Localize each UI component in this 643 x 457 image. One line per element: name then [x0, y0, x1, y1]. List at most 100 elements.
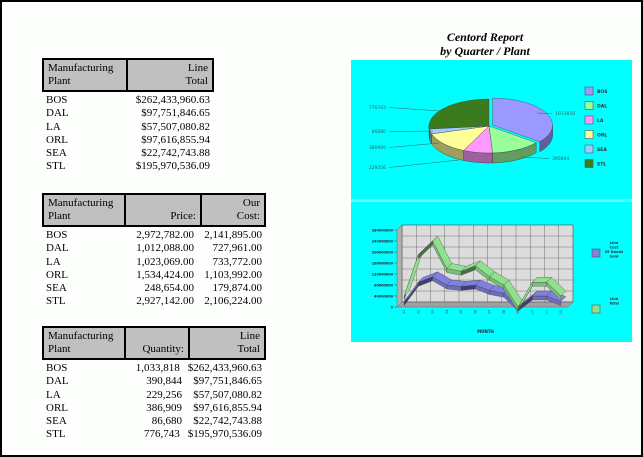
legend-swatch-stl	[584, 159, 594, 168]
price-cost-table: Manufacturing Plant Price: Our Cost: BOS…	[42, 193, 266, 309]
header-line-total: Line Total	[188, 328, 264, 358]
y-tick-label: 240000000	[372, 240, 394, 244]
table-row: SEA 86,680 $22,742,743.88	[42, 415, 266, 428]
value-cell: 2,141,895.00	[204, 229, 262, 241]
legend-swatch-dal	[584, 101, 594, 110]
pie-value-label: 386909	[369, 145, 386, 151]
legend-label: LA	[597, 118, 604, 124]
quantity-table: Manufacturing Plant Quantity: Line Total…	[42, 326, 266, 442]
table-header: Manufacturing Plant Price: Our Cost:	[42, 193, 266, 227]
legend-label: STL	[597, 162, 606, 168]
report-title: Centord Report by Quarter / Plant	[440, 30, 530, 58]
x-tick-label: 11	[545, 310, 549, 314]
header-line-total: Line Total	[126, 60, 212, 90]
value-cell: $97,616,855.94	[141, 133, 210, 146]
legend-swatch	[591, 304, 601, 314]
plant-cell: DAL	[46, 107, 69, 120]
x-tick-label: 02	[416, 310, 420, 314]
value-cell: 727,961.00	[212, 242, 263, 255]
value-cell: 733,772.00	[212, 255, 263, 268]
header-price: Price:	[124, 195, 200, 225]
table-row: DAL 390,844 $97,751,846.65	[42, 375, 266, 388]
header-plant: Manufacturing Plant	[48, 62, 114, 87]
x-tick-label: 01	[402, 310, 406, 314]
value-cell: $195,970,536.09	[135, 160, 210, 173]
value-cell: 2,927,142.00	[136, 295, 194, 308]
value-cell: 1,033,818	[135, 362, 180, 374]
quantity-pie-chart: 1033818 390844 229256 386909 86680 776743 BOS D…	[369, 86, 608, 171]
plant-cell: STL	[46, 160, 66, 173]
value-cell: $97,751,846.65	[141, 107, 210, 120]
x-tick-label: 09	[516, 310, 520, 314]
table-row: SEA 248,654.00 179,874.00	[42, 282, 266, 295]
legend-swatch-sea	[584, 144, 594, 154]
x-tick-label: 04	[445, 310, 449, 314]
table-row: BOS $262,433,960.63	[42, 94, 214, 107]
legend-swatch-bos	[584, 86, 594, 96]
value-cell: 1,012,088.00	[136, 242, 194, 255]
y-tick-label: 120000000	[372, 273, 394, 277]
table-row: ORL $97,616,855.94	[42, 134, 214, 147]
value-cell: 2,972,782.00	[136, 229, 194, 241]
x-tick-label: 07	[488, 310, 492, 314]
plant-cell: DAL	[46, 375, 69, 388]
plant-cell: SEA	[46, 147, 67, 160]
table-row: SEA $22,742,743.88	[42, 147, 214, 160]
legend-label: BOS	[597, 89, 608, 95]
header-plant: Manufacturing Plant	[48, 330, 114, 355]
x-axis-label: MONTH	[477, 329, 494, 334]
value-cell: 1,534,424.00	[136, 268, 194, 281]
x-tick-label: 06	[473, 310, 477, 314]
value-cell: 386,909	[146, 401, 182, 414]
legend-swatch-la	[584, 115, 594, 125]
value-cell: $57,507,080.82	[193, 388, 262, 401]
value-cell: $97,616,855.94	[193, 401, 262, 414]
pie-value-label: 776743	[369, 105, 386, 111]
pie-value-label: 390844	[552, 156, 569, 162]
value-cell: 229,256	[146, 388, 182, 401]
value-cell: $195,970,536.09	[187, 428, 262, 441]
y-tick-label: 80000000	[374, 284, 394, 288]
value-cell: $22,742,743.88	[141, 147, 210, 160]
chart-panel: 1033818 390844 229256 386909 86680 776743 BOS D…	[351, 60, 632, 342]
plant-cell: LA	[46, 120, 61, 133]
line-total-table: Manufacturing Plant Line Total BOS $262,4…	[42, 58, 214, 174]
y-tick-label: 0	[391, 306, 394, 310]
value-cell: $22,742,743.88	[193, 415, 262, 428]
legend-label: SEA	[597, 147, 607, 153]
table-row: STL 776,743 $195,970,536.09	[42, 428, 266, 441]
table-row: BOS 1,033,818 $262,433,960.63	[42, 362, 266, 375]
value-cell: 1,103,992.00	[204, 268, 262, 281]
legend-label: Of Goods	[605, 250, 623, 254]
x-tick-label: 10	[530, 310, 534, 314]
value-cell: 248,654.00	[144, 282, 195, 295]
header-plant: Manufacturing Plant	[48, 197, 114, 222]
y-tick-label: 280000000	[372, 229, 394, 233]
table-header: Manufacturing Plant Line Total	[42, 58, 214, 92]
value-cell: $262,433,960.63	[135, 94, 210, 106]
x-tick-label: 03	[431, 310, 435, 314]
table-row: STL 2,927,142.00 2,106,224.00	[42, 295, 266, 308]
plant-cell: BOS	[46, 229, 68, 241]
legend-label: Sold	[610, 255, 619, 259]
table-row: LA 229,256 $57,507,080.82	[42, 389, 266, 402]
legend-swatch	[591, 248, 601, 258]
value-cell: 86,680	[151, 415, 182, 428]
table-header: Manufacturing Plant Quantity: Line Total	[42, 326, 266, 360]
pie-slice-stl	[428, 98, 490, 130]
monthly-line-chart: 0 40000000 80000000 120000000 160000000 20000…	[372, 224, 623, 334]
y-tick-label: 160000000	[372, 262, 394, 266]
table-row: LA 1,023,069.00 733,772.00	[42, 256, 266, 269]
header-our-cost: Our Cost:	[200, 195, 264, 225]
chart-divider	[351, 199, 632, 202]
plant-cell: STL	[46, 295, 66, 308]
plant-cell: STL	[46, 428, 66, 441]
header-quantity: Quantity:	[124, 328, 188, 358]
legend-label: Total	[609, 302, 619, 306]
x-tick-label: 05	[459, 310, 463, 314]
value-cell: 2,106,224.00	[204, 295, 262, 308]
table-row: ORL 1,534,424.00 1,103,992.00	[42, 269, 266, 282]
y-tick-label: 40000000	[374, 295, 394, 299]
legend-label: Line	[610, 297, 619, 301]
